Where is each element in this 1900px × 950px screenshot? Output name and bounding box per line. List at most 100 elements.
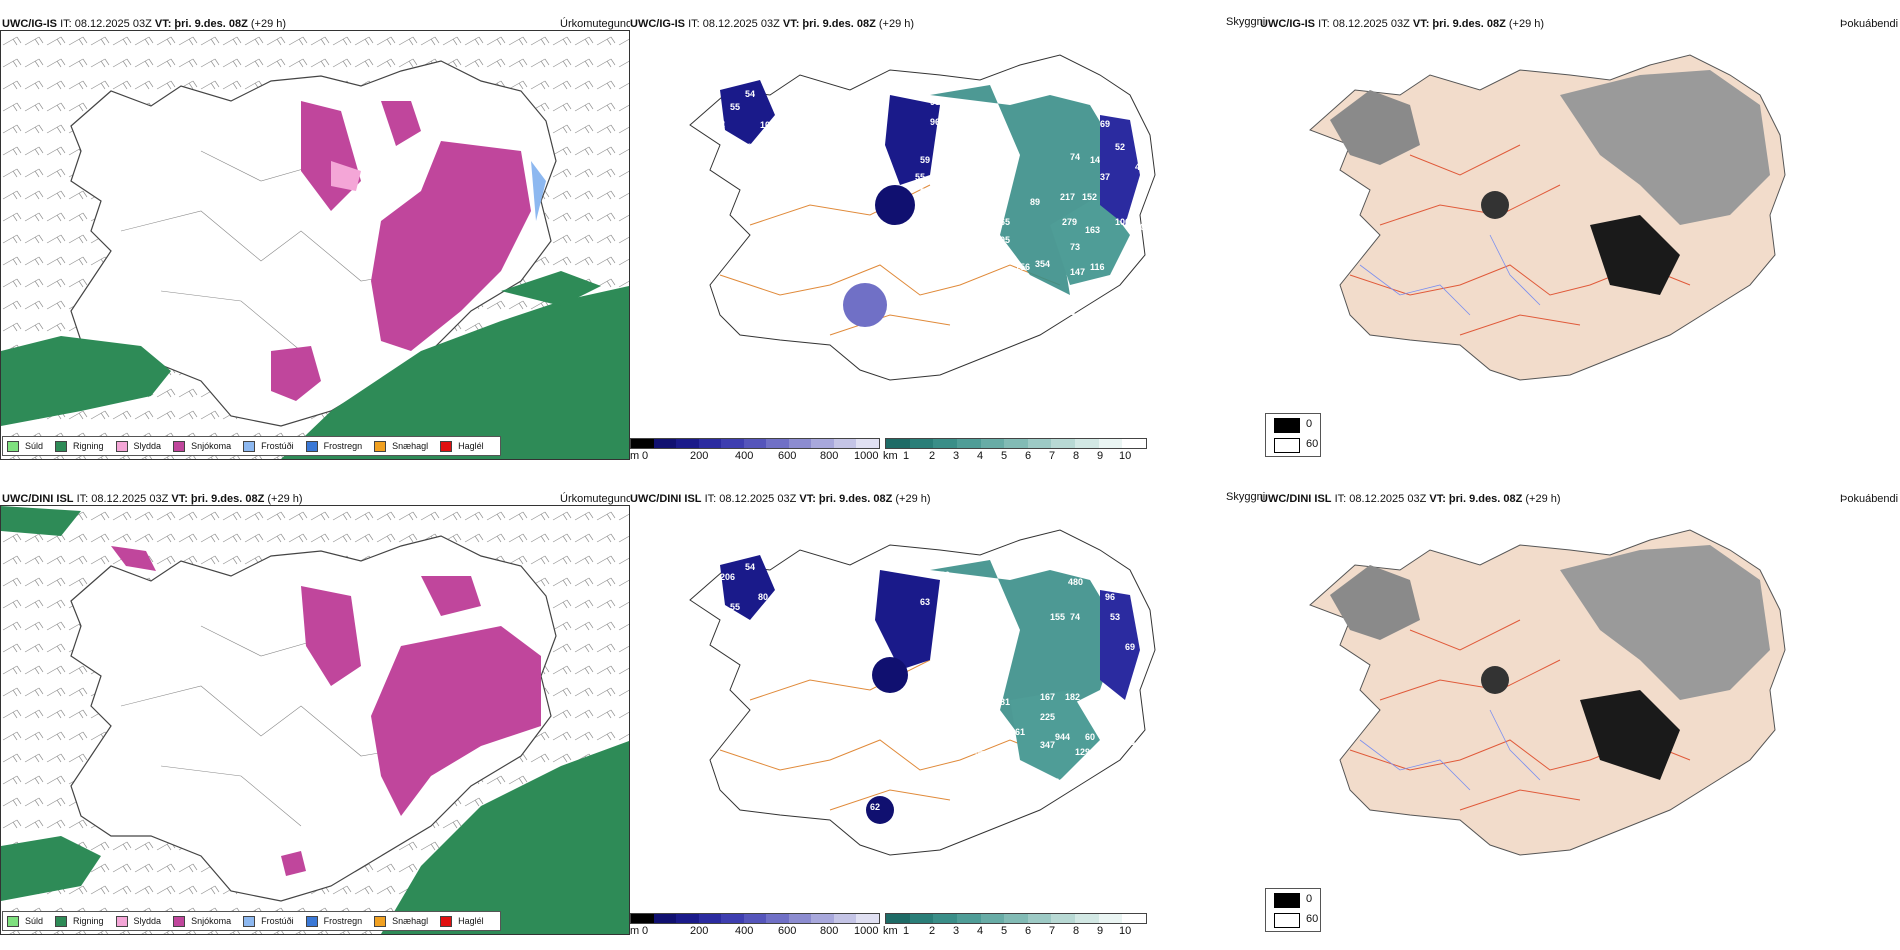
legend-label: Slydda [133, 916, 162, 926]
cloud-base-value: 148 [870, 357, 885, 367]
valid-time: þri. 9.des. 08Z [818, 493, 893, 505]
colorbar-tick: 7 [1049, 450, 1056, 462]
colorbar-tick: 4 [977, 450, 984, 462]
cloud-base-value: 60 [1085, 732, 1095, 742]
panel-title: Skyggni [1226, 491, 1266, 503]
legend-swatch [440, 915, 453, 927]
fog-legend-swatch [1274, 438, 1300, 453]
fog-legend-label: 60 [1306, 913, 1319, 925]
low-visibility-area [1010, 690, 1100, 780]
valid-time-label: VT: [782, 18, 800, 30]
fog-indicator-panel: UWC/IG-IS IT: 08.12.2025 03Z VT: þri. 9.… [1260, 0, 1900, 475]
panel-title: Skyggni [1226, 16, 1266, 28]
init-time: IT: 08.12.2025 03Z [1318, 18, 1410, 30]
colorbar-tick: 8 [1073, 450, 1080, 462]
colorbar-tick: 5 [1001, 925, 1008, 937]
model-name: UWC/DINI ISL [1260, 493, 1332, 505]
visibility-colorbar: km 1 2 3 4 5 6 7 8 9 10 [883, 438, 1147, 463]
lead-time: (+29 h) [878, 18, 915, 30]
colorbar-tick: 10 [1119, 450, 1132, 462]
visibility-colorbar: km 1 2 3 4 5 6 7 8 9 10 [883, 913, 1147, 938]
cloud-base-value: 60 [940, 570, 950, 580]
cloud-base-area [885, 95, 940, 185]
cloud-base-value: 52 [1115, 142, 1125, 152]
fog-legend-swatch [1274, 913, 1300, 928]
cloud-base-value: 167 [990, 257, 1005, 267]
cloud-base-colorbar: m 0 200 400 600 800 1000 [630, 913, 880, 938]
legend-swatch [115, 915, 128, 927]
colorbar-unit: m [630, 450, 640, 462]
colorbar-tick: 5 [1001, 450, 1008, 462]
legend-item-freezing-drizzle: Frostúði [243, 440, 294, 452]
valid-time-label: VT: [154, 18, 172, 30]
legend-swatch [243, 915, 256, 927]
init-time: IT: 08.12.2025 03Z [76, 493, 169, 505]
cloud-base-value: 286 [1030, 302, 1045, 312]
cloud-base-value: 62 [870, 802, 880, 812]
legend-label: Rigning [73, 441, 104, 451]
cloud-base-value: 61 [1015, 727, 1025, 737]
legend-item-snow: Snjókoma [173, 915, 231, 927]
fog-legend-label: 60 [1306, 438, 1319, 450]
cloud-base-value: 56 [938, 637, 948, 647]
lead-time: (+29 h) [250, 18, 287, 30]
cloud-base-value: 37 [1100, 172, 1110, 182]
snow-area [111, 546, 156, 571]
cloud-base-value: 163 [1085, 225, 1100, 235]
colorbar-tick: 6 [1025, 450, 1032, 462]
cloud-base-value: 81 [1000, 697, 1010, 707]
colorbar-tick: 7 [1049, 925, 1056, 937]
valid-time-label: VT: [1429, 493, 1446, 505]
snow-area [371, 626, 541, 816]
cloud-base-value: 167 [1040, 692, 1055, 702]
cloud-base-value: 73 [1070, 242, 1080, 252]
cloud-base-value: 13 [990, 667, 1000, 677]
fog-area [1330, 565, 1420, 640]
legend-swatch [173, 915, 186, 927]
legend-item-rain: Rigning [55, 440, 104, 452]
cloud-base-value: 217 [1060, 192, 1075, 202]
legend-swatch [55, 915, 68, 927]
rain-area [1, 506, 81, 536]
legend-item-drizzle: Súld [7, 440, 43, 452]
fog-area [1330, 90, 1420, 165]
colorbar-tick: 600 [778, 925, 797, 937]
model-name: UWC/DINI ISL [630, 493, 702, 505]
init-time: IT: 08.12.2025 03Z [60, 18, 152, 30]
precip-type-panel: UWC/DINI ISL IT: 08.12.2025 03Z VT: þri.… [0, 475, 630, 950]
colorbar-tick: 200 [690, 925, 709, 937]
legend-swatch [305, 440, 318, 452]
cloud-base-value: 50 [1135, 222, 1145, 232]
cloud-base-value: 116 [1090, 262, 1105, 272]
legend-label: Snæhagl [392, 916, 429, 926]
river-network [1359, 709, 1541, 791]
low-visibility-area [930, 560, 1120, 770]
legend-item-drizzle: Súld [7, 915, 43, 927]
legend-label: Haglél [458, 441, 484, 451]
colorbar-tick: 400 [735, 450, 754, 462]
iceland-outline [70, 535, 557, 902]
cloud-base-area [875, 570, 940, 670]
cloud-map-canvas: 55 54 62 101 104 93 71 43 96 77 69 59 55 52 94 87 74 14 52… [689, 54, 1156, 389]
colorbar-tick: 1000 [854, 450, 879, 462]
cloud-base-value: 65 [1000, 217, 1010, 227]
panel-header: UWC/IG-IS IT: 08.12.2025 03Z VT: þri. 9.… [2, 18, 286, 30]
colorbar-unit: km [883, 450, 898, 462]
fog-area [1560, 545, 1770, 700]
lead-time: (+29 h) [895, 493, 931, 505]
colorbar-tick: 1 [903, 450, 910, 462]
legend-item-snow-pellets: Snæhagl [374, 915, 429, 927]
cloud-base-value: 43 [961, 119, 971, 129]
cloud-base-colorbar: m 0 200 400 600 800 1000 [630, 438, 880, 463]
colorbar-tick: 1 [903, 925, 910, 937]
panel-header: UWC/IG-IS IT: 08.12.2025 03Z VT: þri. 9.… [1260, 18, 1544, 30]
panel-title: Þokuábendi [1840, 493, 1899, 505]
legend-swatch [7, 915, 19, 927]
fog-area [1481, 666, 1509, 694]
cloud-base-value: 129 [1075, 747, 1090, 757]
model-name: UWC/IG-IS [2, 18, 57, 30]
cloud-base-value: 106 [1050, 297, 1065, 307]
lead-time: (+29 h) [1525, 493, 1561, 505]
cloud-base-value: 182 [1065, 692, 1080, 702]
fog-legend-swatch [1274, 418, 1300, 433]
